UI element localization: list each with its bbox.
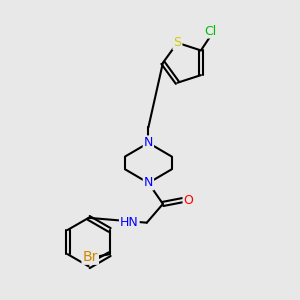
Text: O: O	[184, 194, 194, 207]
Text: N: N	[144, 176, 153, 190]
Text: Br: Br	[82, 250, 98, 264]
Text: HN: HN	[120, 215, 139, 229]
Text: N: N	[144, 136, 153, 149]
Text: Cl: Cl	[205, 25, 217, 38]
Text: S: S	[173, 36, 181, 49]
